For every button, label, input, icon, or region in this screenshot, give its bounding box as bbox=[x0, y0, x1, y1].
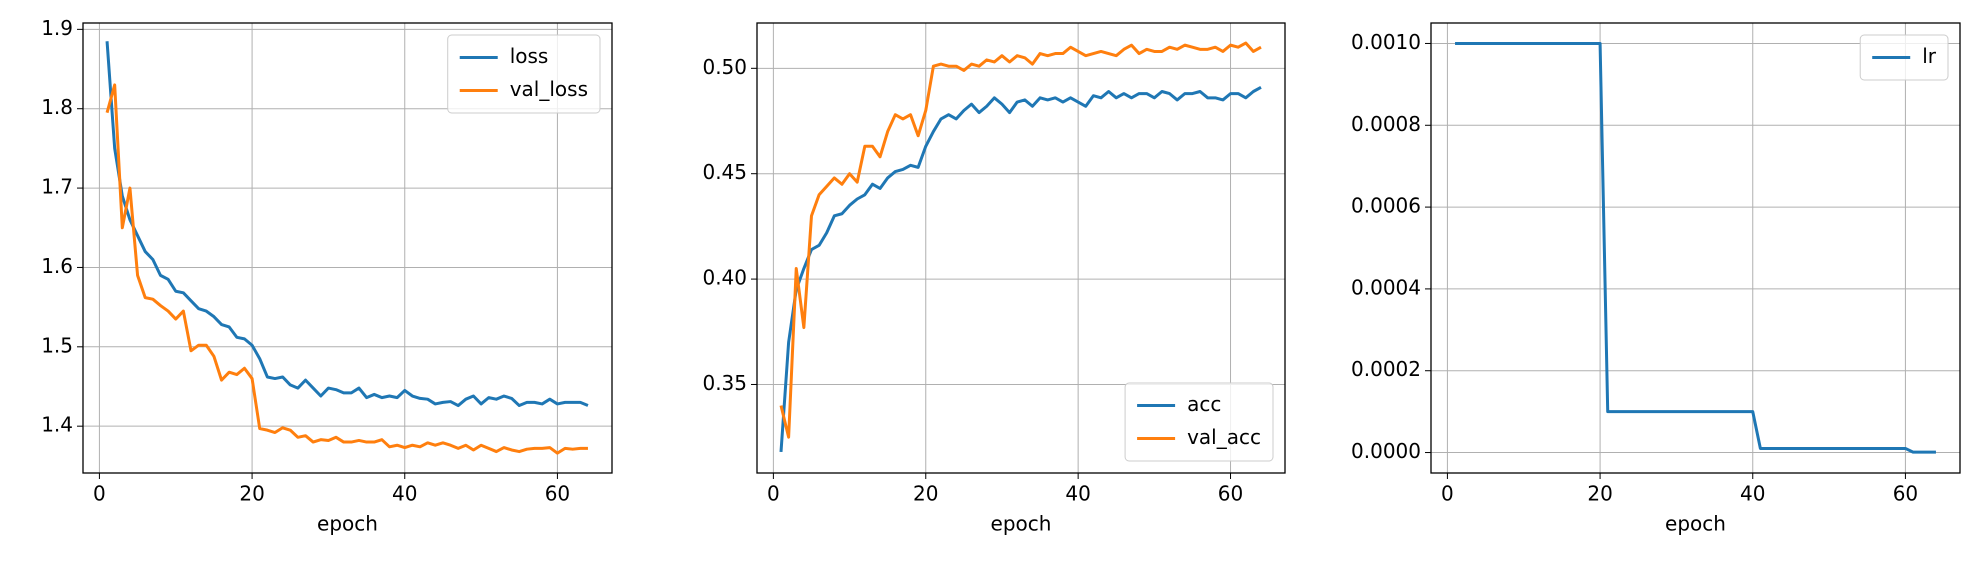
x-tick-label: 20 bbox=[239, 482, 264, 506]
y-tick-label: 0.0010 bbox=[1351, 30, 1421, 54]
y-tick-label: 1.6 bbox=[41, 254, 73, 278]
axes-frame bbox=[1430, 22, 1961, 474]
y-tick-label: 0.40 bbox=[702, 266, 747, 290]
y-tick-label: 0.0006 bbox=[1351, 194, 1421, 218]
x-axis-label: epoch bbox=[317, 512, 378, 536]
y-tick-label: 0.45 bbox=[702, 160, 747, 184]
x-axis-label: epoch bbox=[1665, 512, 1726, 536]
x-tick-label: 0 bbox=[1441, 482, 1454, 506]
panel: 0 20 40 60 1.4 1.5 1.6 1.7 1.8 1.9 epoch loss val_lo… bbox=[41, 16, 613, 536]
y-tick-label: 1.9 bbox=[41, 16, 73, 40]
y-tick-label: 1.5 bbox=[41, 333, 73, 357]
line-series bbox=[779, 41, 1262, 439]
x-tick-label: 20 bbox=[1587, 482, 1612, 506]
legend: acc val_acc bbox=[1124, 382, 1274, 462]
y-tick-label: 0.0008 bbox=[1351, 112, 1421, 136]
line-series bbox=[105, 83, 588, 455]
x-tick-label: 40 bbox=[1065, 482, 1090, 506]
y-tick-label: 0.0002 bbox=[1351, 357, 1421, 381]
x-tick-label: 60 bbox=[1218, 482, 1243, 506]
y-tick-label: 0.0000 bbox=[1351, 439, 1421, 463]
panel: 0 20 40 60 0.35 0.40 0.45 0.50 epoch acc val_acc bbox=[702, 22, 1286, 536]
line-series bbox=[779, 85, 1262, 453]
legend-label: acc bbox=[1187, 392, 1221, 416]
y-tick-label: 0.50 bbox=[702, 55, 747, 79]
line-series bbox=[105, 41, 589, 408]
x-tick-label: 0 bbox=[93, 482, 106, 506]
y-tick-label: 1.8 bbox=[41, 95, 73, 119]
panel: 0 20 40 60 0.0000 0.0002 0.0004 0.0006 0.0008 0.0… bbox=[1351, 22, 1961, 536]
legend-box bbox=[1124, 382, 1274, 462]
y-tick-label: 0.35 bbox=[702, 371, 747, 395]
legend-label: loss bbox=[510, 44, 549, 68]
legend: lr bbox=[1859, 34, 1949, 81]
legend-label: val_acc bbox=[1187, 425, 1261, 449]
legend: loss val_loss bbox=[447, 34, 601, 114]
legend-label: val_loss bbox=[510, 77, 588, 101]
x-tick-label: 40 bbox=[392, 482, 417, 506]
y-tick-label: 1.4 bbox=[41, 413, 73, 437]
x-tick-label: 60 bbox=[545, 482, 570, 506]
x-tick-label: 60 bbox=[1893, 482, 1918, 506]
legend-label: lr bbox=[1922, 44, 1937, 68]
axes-frame bbox=[82, 22, 613, 474]
x-tick-label: 20 bbox=[913, 482, 938, 506]
x-tick-label: 40 bbox=[1740, 482, 1765, 506]
x-tick-label: 0 bbox=[767, 482, 780, 506]
y-tick-label: 0.0004 bbox=[1351, 275, 1421, 299]
y-tick-label: 1.7 bbox=[41, 175, 73, 199]
x-axis-label: epoch bbox=[991, 512, 1052, 536]
axes-frame bbox=[756, 22, 1286, 474]
legend-box bbox=[447, 34, 601, 114]
line-series bbox=[1455, 41, 1936, 454]
